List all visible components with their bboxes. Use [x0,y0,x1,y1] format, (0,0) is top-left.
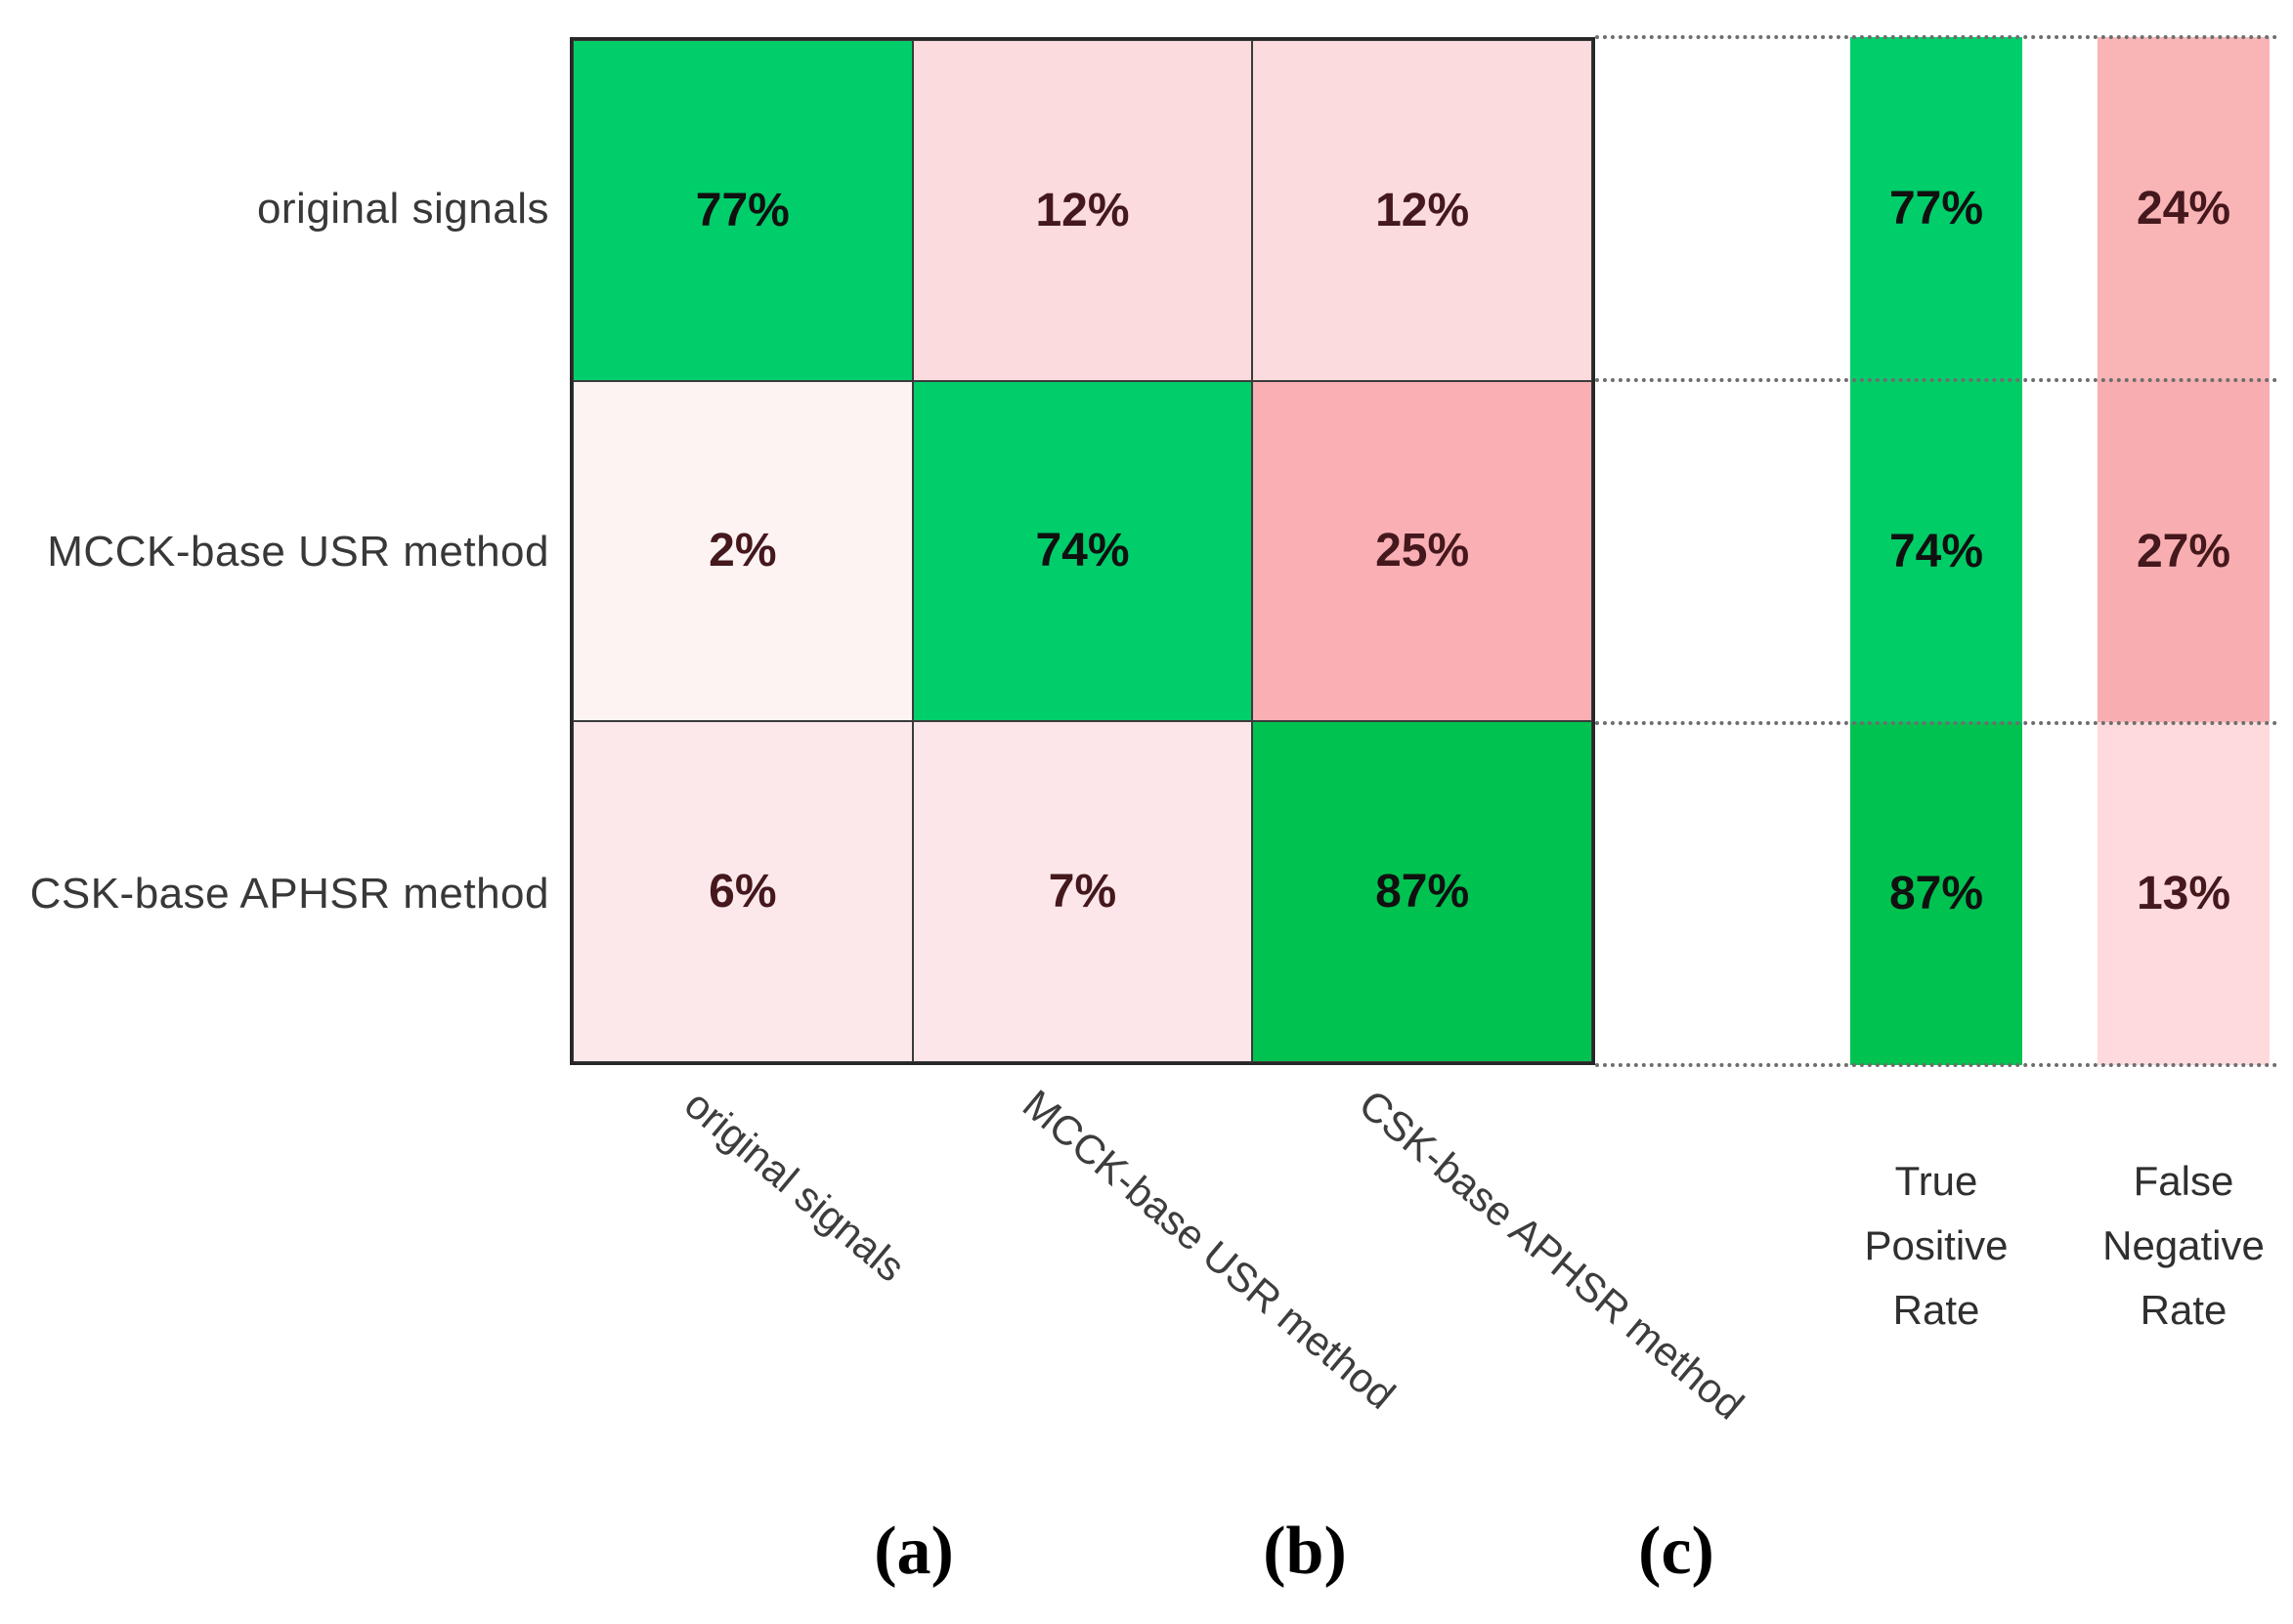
matrix-cell-r2c1: 7% [912,721,1253,1062]
matrix-cell-r2c2: 87% [1252,721,1592,1062]
row-label-mcck-base-usr: MCCK-base USR method [47,527,549,576]
row-label-csk-base-aphsr: CSK-base APHSR method [29,869,549,918]
matrix-cell-r1c0: 2% [573,380,913,722]
fnr-cell-r0: 24% [2098,37,2270,380]
matrix-cell-r1c2: 25% [1252,380,1592,722]
fnr-header-line: Negative [2102,1222,2265,1268]
false-negative-rate-column: 24% 27% 13% [2098,37,2270,1066]
fnr-header-line: Rate [2140,1287,2228,1333]
tpr-header-line: Positive [1864,1222,2009,1268]
row-separator-dotted-line [1595,721,2277,725]
tpr-cell-r1: 74% [1850,379,2022,723]
x-axis-label-original-signals: original signals [675,1081,914,1291]
tpr-header-line: True [1894,1158,1978,1204]
panel-label-c: (c) [1638,1514,1714,1589]
confusion-matrix-grid: 77% 12% 12% 2% 74% 25% 6% 7% 87% [570,37,1595,1065]
matrix-cell-r1c1: 74% [912,380,1253,722]
tpr-cell-r0: 77% [1850,37,2022,380]
panel-label-b: (b) [1263,1514,1347,1589]
fnr-cell-r1: 27% [2098,379,2270,723]
false-negative-rate-header: False Negative Rate [2037,1149,2293,1343]
row-separator-dotted-line [1595,1063,2277,1067]
row-label-original-signals: original signals [256,184,549,233]
tpr-header-line: Rate [1892,1287,1980,1333]
tpr-cell-r2: 87% [1850,722,2022,1066]
true-positive-rate-header: True Positive Rate [1790,1149,2083,1343]
x-axis-label-mcck-base-usr: MCCK-base USR method [1014,1081,1405,1419]
matrix-cell-r2c0: 6% [573,721,913,1062]
x-axis-label-csk-base-aphsr: CSK-base APHSR method [1350,1081,1752,1429]
fnr-header-line: False [2133,1158,2234,1204]
true-positive-rate-column: 77% 74% 87% [1850,37,2022,1066]
matrix-cell-r0c2: 12% [1252,40,1592,381]
matrix-cell-r0c1: 12% [912,40,1253,381]
row-separator-dotted-line [1595,378,2277,382]
row-separator-dotted-line [1595,35,2277,39]
matrix-cell-r0c0: 77% [573,40,913,381]
panel-label-a: (a) [874,1514,954,1589]
fnr-cell-r2: 13% [2098,722,2270,1066]
